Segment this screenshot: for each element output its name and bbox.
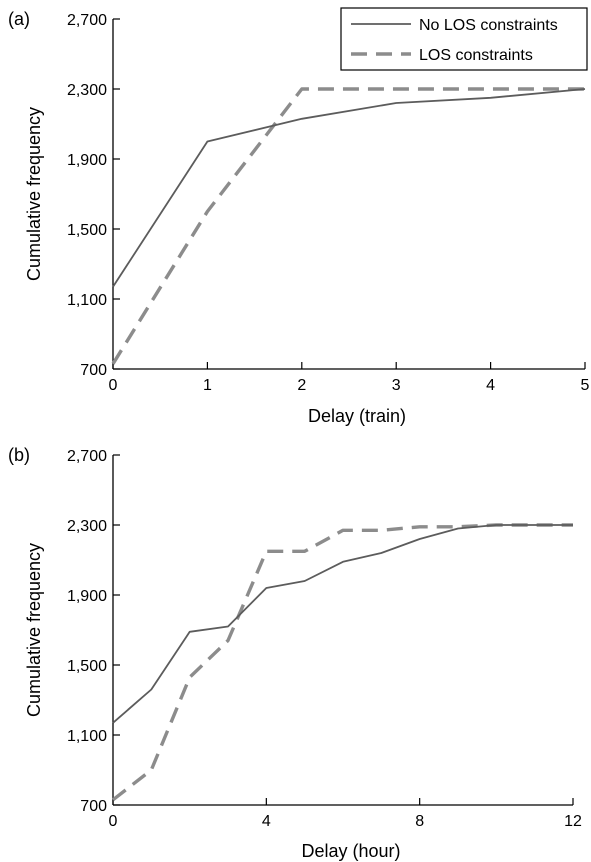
x-tick-label: 2 [297,377,306,394]
x-tick-label: 0 [109,813,118,830]
y-tick-label: 2,700 [67,448,107,465]
x-axis-label: Delay (hour) [301,841,400,861]
y-tick-label: 2,300 [67,518,107,535]
x-tick-label: 12 [564,813,582,830]
y-tick-label: 1,900 [67,152,107,169]
x-tick-label: 3 [392,377,401,394]
x-tick-label: 4 [486,377,495,394]
y-tick-label: 2,700 [67,12,107,29]
panel-label: (b) [8,445,30,465]
chart-panel-b: 700 1,100 1,500 1,900 2,300 2,700 0 4 8 12 Delay (… [8,445,582,861]
x-tick-label: 1 [203,377,212,394]
series-line-los-constraints [111,523,573,802]
y-axis-label: Cumulative frequency [24,107,44,281]
y-tick-label: 700 [80,798,107,815]
y-tick-label: 1,900 [67,588,107,605]
y-tick-label: 2,300 [67,82,107,99]
series-line-no-los-constraints [112,88,586,288]
panel-label: (a) [8,9,30,29]
series-line-no-los-constraints [112,524,573,724]
legend: No LOS constraints LOS constraints [340,7,588,71]
x-tick-label: 0 [109,377,118,394]
chart-panel-a: 700 1,100 1,500 1,900 2,300 2,700 0 1 2 3 4 5 Delay … [8,7,590,426]
x-tick-label: 4 [262,813,271,830]
y-tick-label: 700 [80,362,107,379]
y-axis-label: Cumulative frequency [24,543,44,717]
series-line-los-constraints [111,87,585,365]
legend-label: No LOS constraints [419,17,558,34]
x-tick-label: 5 [581,377,590,394]
y-tick-label: 1,100 [67,728,107,745]
y-tick-label: 1,500 [67,658,107,675]
y-tick-label: 1,100 [67,292,107,309]
y-tick-label: 1,500 [67,222,107,239]
x-axis-label: Delay (train) [308,406,406,426]
legend-box [340,7,588,71]
x-tick-label: 8 [415,813,424,830]
legend-label: LOS constraints [419,47,533,64]
